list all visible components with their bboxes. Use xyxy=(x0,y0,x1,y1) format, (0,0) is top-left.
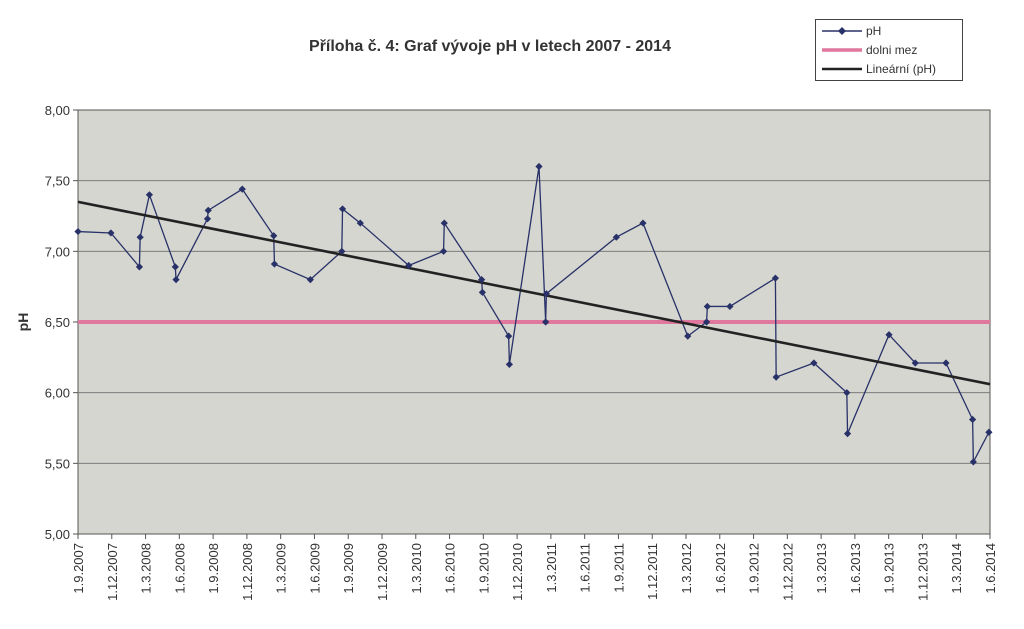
data-point-ph xyxy=(505,332,513,340)
data-point-ph xyxy=(306,276,314,284)
data-point-ph xyxy=(810,359,818,367)
x-tick-label: 1.3.2012 xyxy=(679,543,694,594)
data-point-ph xyxy=(238,185,246,193)
x-tick-label: 1.9.2008 xyxy=(206,543,221,594)
x-tick-label: 1.6.2013 xyxy=(848,543,863,594)
y-tick-label: 5,50 xyxy=(45,456,70,471)
chart-legend: pH dolni mez Lineární (pH) xyxy=(815,19,963,81)
legend-label-ph: pH xyxy=(866,24,882,38)
data-point-ph xyxy=(542,290,550,298)
data-point-ph xyxy=(639,219,647,227)
data-point-ph xyxy=(885,331,893,339)
data-point-ph xyxy=(612,233,620,241)
x-tick-label: 1.3.2008 xyxy=(139,543,154,594)
x-tick-label: 1.3.2014 xyxy=(949,543,964,594)
data-point-ph xyxy=(107,229,115,237)
data-point-ph xyxy=(439,247,448,255)
y-tick-label: 7,00 xyxy=(45,244,70,259)
data-point-ph xyxy=(204,206,212,214)
data-point-ph xyxy=(478,288,486,296)
data-point-ph xyxy=(726,302,734,311)
x-tick-label: 1.9.2009 xyxy=(341,543,356,594)
data-point-ph xyxy=(702,318,711,326)
data-point-ph xyxy=(843,389,851,397)
x-tick-label: 1.12.2010 xyxy=(510,543,525,601)
x-tick-label: 1.6.2010 xyxy=(443,543,458,594)
y-tick-label: 8,00 xyxy=(45,103,70,118)
data-point-ph xyxy=(74,227,82,236)
x-tick-label: 1.9.2011 xyxy=(611,543,626,593)
x-tick-label: 1.3.2011 xyxy=(544,543,559,593)
data-point-ph xyxy=(985,428,993,436)
data-point-ph xyxy=(270,260,279,268)
x-tick-label: 1.12.2007 xyxy=(105,543,120,601)
data-point-ph xyxy=(969,415,977,424)
y-tick-label: 6,00 xyxy=(45,386,70,401)
data-point-ph xyxy=(942,359,950,367)
series-line-linear-trend xyxy=(77,200,991,386)
legend-item-dolni-mez: dolni mez xyxy=(816,40,962,60)
data-point-ph xyxy=(911,359,919,367)
data-point-ph xyxy=(136,233,144,241)
x-tick-label: 1.3.2010 xyxy=(409,543,424,594)
x-tick-label: 1.12.2009 xyxy=(375,543,390,601)
data-point-ph xyxy=(338,205,347,213)
x-tick-label: 1.9.2007 xyxy=(71,543,86,594)
x-tick-label: 1.9.2012 xyxy=(747,543,762,594)
x-tick-label: 1.3.2013 xyxy=(814,543,829,594)
data-point-ph xyxy=(203,215,212,223)
data-point-ph xyxy=(684,332,692,340)
legend-swatch-ph xyxy=(822,27,862,35)
data-point-ph xyxy=(703,302,711,311)
data-point-ph xyxy=(356,219,364,227)
y-tick-label: 7,50 xyxy=(45,174,70,189)
x-tick-label: 1.6.2011 xyxy=(578,543,593,593)
data-point-ph xyxy=(171,263,179,271)
legend-swatch-linear xyxy=(822,67,862,71)
legend-swatch-dolni-mez xyxy=(822,48,862,52)
x-tick-label: 1.6.2009 xyxy=(307,543,322,594)
data-point-ph xyxy=(969,458,977,466)
y-tick-label: 5,00 xyxy=(45,527,70,542)
data-point-ph xyxy=(771,274,780,282)
x-tick-label: 1.12.2012 xyxy=(780,543,795,601)
x-tick-label: 1.9.2010 xyxy=(476,543,491,594)
x-tick-label: 1.9.2013 xyxy=(882,543,897,594)
x-tick-label: 1.12.2008 xyxy=(240,543,255,601)
data-point-ph xyxy=(440,219,448,227)
x-tick-label: 1.6.2008 xyxy=(172,543,187,594)
data-point-ph xyxy=(843,430,852,438)
data-point-ph xyxy=(478,276,486,284)
x-tick-label: 1.3.2009 xyxy=(274,543,289,594)
data-point-ph xyxy=(505,360,513,368)
x-tick-label: 1.12.2013 xyxy=(915,543,930,601)
y-tick-label: 6,50 xyxy=(45,315,70,330)
legend-item-ph: pH xyxy=(816,21,962,41)
data-point-ph xyxy=(405,261,413,270)
data-point-ph xyxy=(270,232,278,240)
data-point-ph xyxy=(338,247,346,255)
data-point-ph xyxy=(135,263,144,271)
data-point-ph xyxy=(535,162,543,171)
data-point-ph xyxy=(542,318,550,326)
x-tick-label: 1.12.2011 xyxy=(645,543,660,600)
data-point-ph xyxy=(145,191,154,199)
legend-label-dolni-mez: dolni mez xyxy=(866,43,918,57)
chart-title: Příloha č. 4: Graf vývoje pH v letech 20… xyxy=(309,38,671,55)
x-tick-label: 1.6.2012 xyxy=(713,543,728,594)
x-tick-label: 1.6.2014 xyxy=(983,543,998,594)
legend-label-linear: Lineární (pH) xyxy=(866,62,937,76)
data-point-ph xyxy=(772,373,780,381)
data-point-ph xyxy=(172,276,180,284)
y-axis-label: pH xyxy=(15,313,31,332)
legend-item-linear: Lineární (pH) xyxy=(816,59,962,79)
